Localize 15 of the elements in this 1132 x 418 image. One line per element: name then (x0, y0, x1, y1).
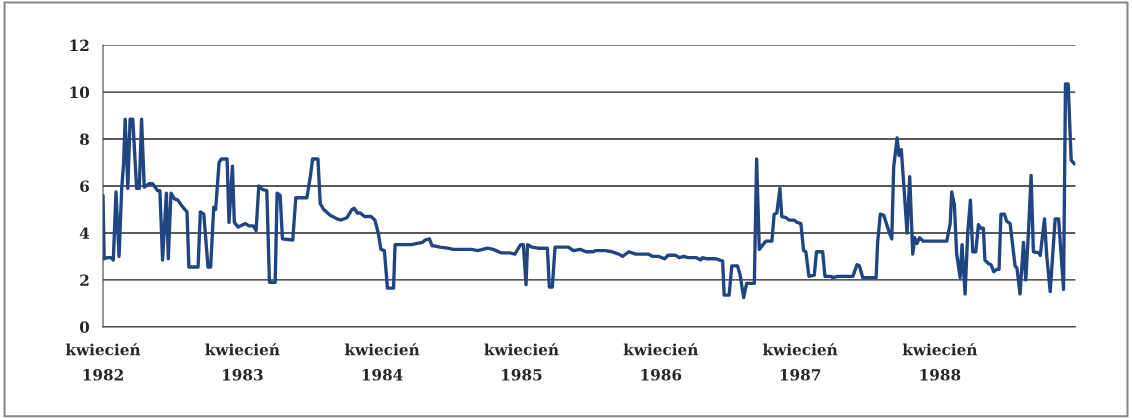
y-tick-label: 10 (70, 86, 90, 99)
x-tick-label: kwiecień 1985 (484, 343, 559, 381)
x-tick-label: kwiecień 1986 (623, 343, 699, 381)
y-tick-label: 6 (80, 180, 89, 193)
x-tick-label: kwiecień 1983 (205, 343, 280, 381)
line-series (103, 82, 1076, 300)
x-tick-label: kwiecień 1982 (65, 343, 141, 381)
y-tick-label: 2 (80, 274, 89, 286)
y-tick-label: 4 (79, 227, 90, 239)
x-tick-label: kwiecień 1988 (902, 343, 978, 381)
y-tick-label: 8 (79, 133, 89, 146)
y-tick-label: 12 (70, 39, 89, 51)
y-tick-label: 0 (79, 321, 90, 333)
x-tick-label: kwiecień 1987 (763, 343, 838, 381)
x-tick-label: kwiecień 1984 (345, 343, 420, 381)
